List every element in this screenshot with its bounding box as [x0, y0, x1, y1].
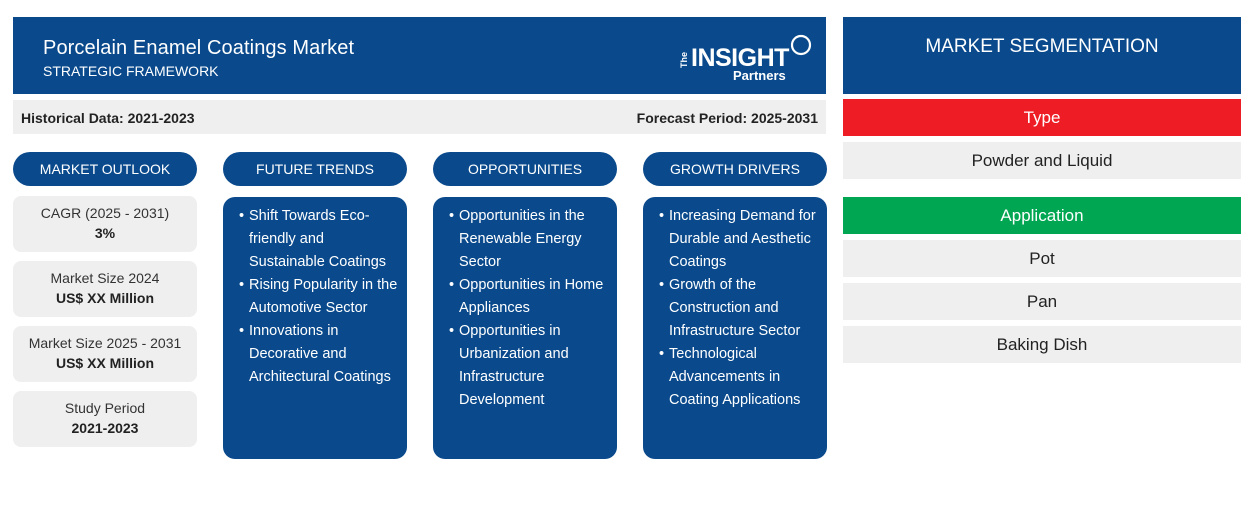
page-subtitle: STRATEGIC FRAMEWORK — [43, 63, 219, 79]
list-item: Growth of the Construction and Infrastru… — [659, 274, 819, 343]
list-item: Increasing Demand for Durable and Aesthe… — [659, 205, 819, 274]
future-trends-panel: Shift Towards Eco-friendly and Sustainab… — [223, 197, 407, 459]
segment-item: Baking Dish — [843, 326, 1241, 363]
svg-text:The: The — [679, 52, 689, 68]
period-bar: Historical Data: 2021-2023 Forecast Peri… — [13, 100, 826, 134]
market-outlook-heading: MARKET OUTLOOK — [13, 152, 197, 186]
stat-value: 3% — [94, 225, 116, 241]
list-item: Opportunities in the Renewable Energy Se… — [449, 205, 609, 274]
list-item: Rising Popularity in the Automotive Sect… — [239, 274, 399, 320]
insight-partners-logo: The INSIGHT Partners — [679, 34, 812, 83]
list-item: Innovations in Decorative and Architectu… — [239, 320, 399, 389]
svg-text:INSIGHT: INSIGHT — [691, 44, 789, 72]
list-item: Opportunities in Urbanization and Infras… — [449, 320, 609, 412]
stat-label: Market Size 2024 — [50, 270, 160, 286]
stat-value: US$ XX Million — [55, 290, 154, 306]
stat-label: CAGR (2025 - 2031) — [40, 205, 170, 221]
list-item: Opportunities in Home Appliances — [449, 274, 609, 320]
opportunities-heading: OPPORTUNITIES — [433, 152, 617, 186]
stat-card-market-size-2024: Market Size 2024 US$ XX Million — [13, 261, 197, 317]
list-item: Technological Advancements in Coating Ap… — [659, 343, 819, 412]
market-segmentation-title: MARKET SEGMENTATION — [843, 17, 1241, 94]
stat-card-cagr: CAGR (2025 - 2031) 3% — [13, 196, 197, 252]
report-header: Porcelain Enamel Coatings Market STRATEG… — [13, 17, 826, 94]
growth-drivers-heading: GROWTH DRIVERS — [643, 152, 827, 186]
growth-drivers-panel: Increasing Demand for Durable and Aesthe… — [643, 197, 827, 459]
list-item: Shift Towards Eco-friendly and Sustainab… — [239, 205, 399, 274]
stat-label: Study Period — [64, 400, 146, 416]
segment-heading-type: Type — [843, 99, 1241, 136]
page-title: Porcelain Enamel Coatings Market — [43, 37, 355, 59]
segment-item: Pan — [843, 283, 1241, 320]
forecast-period: Forecast Period: 2025-2031 — [636, 110, 818, 126]
stat-value: US$ XX Million — [55, 355, 154, 371]
svg-text:Partners: Partners — [733, 68, 786, 83]
stat-card-market-size-forecast: Market Size 2025 - 2031 US$ XX Million — [13, 326, 197, 382]
historical-period: Historical Data: 2021-2023 — [21, 110, 195, 126]
segment-item: Powder and Liquid — [843, 142, 1241, 179]
stat-value: 2021-2023 — [71, 420, 139, 436]
segment-item: Pot — [843, 240, 1241, 277]
segment-heading-application: Application — [843, 197, 1241, 234]
opportunities-panel: Opportunities in the Renewable Energy Se… — [433, 197, 617, 459]
future-trends-heading: FUTURE TRENDS — [223, 152, 407, 186]
stat-label: Market Size 2025 - 2031 — [28, 335, 182, 351]
stat-card-study-period: Study Period 2021-2023 — [13, 391, 197, 447]
